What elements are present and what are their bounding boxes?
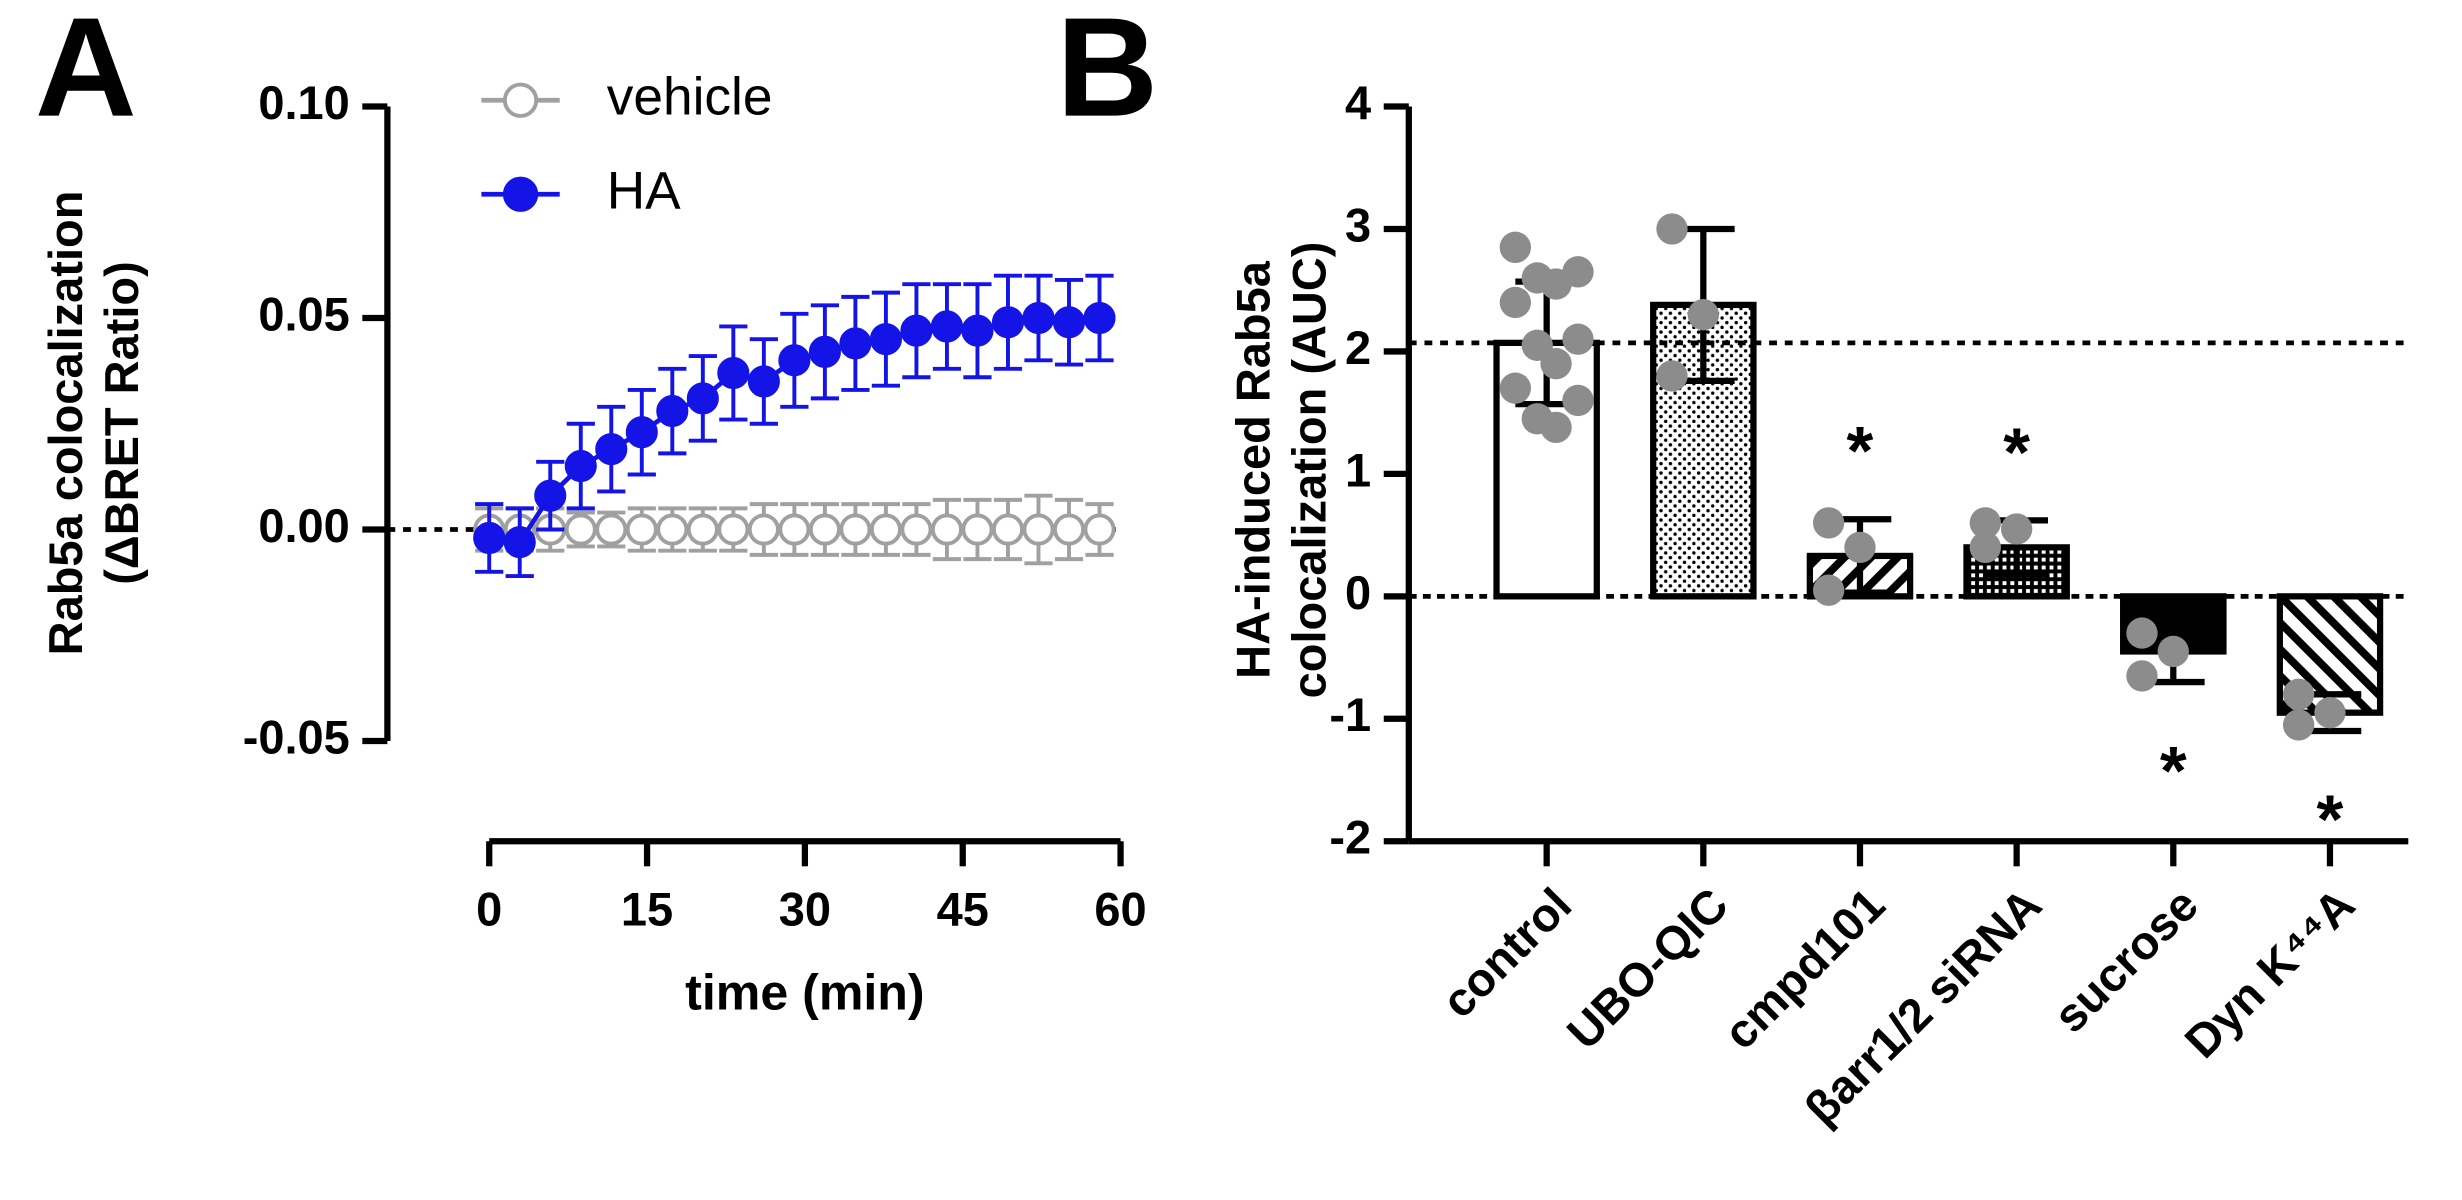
- marker: [1083, 301, 1116, 335]
- marker: [961, 513, 994, 546]
- marker: [656, 395, 689, 428]
- data-point: [2314, 697, 2346, 729]
- y-axis-label: (ΔBRET Ratio): [95, 261, 148, 584]
- y-axis-label: Rab5a colocalization: [39, 191, 92, 656]
- series: [473, 273, 1116, 578]
- marker: [534, 479, 567, 512]
- background: [3, 0, 2459, 1200]
- marker: [930, 310, 963, 343]
- significance-marker: *: [2003, 414, 2030, 491]
- y-tick-label: -0.05: [243, 710, 350, 763]
- marker: [869, 323, 902, 356]
- x-tick-label: 0: [476, 883, 502, 936]
- legend-label: vehicle: [607, 67, 773, 126]
- marker: [778, 344, 811, 377]
- marker: [503, 526, 536, 559]
- marker: [564, 513, 597, 546]
- marker: [595, 433, 628, 466]
- marker: [1022, 513, 1055, 546]
- marker: [1083, 513, 1116, 546]
- data-point: [1499, 286, 1531, 319]
- marker: [747, 513, 780, 546]
- data-point: [2126, 617, 2158, 649]
- y-axis-label: colocalization (AUC): [1283, 242, 1336, 699]
- marker: [717, 356, 750, 390]
- marker: [839, 327, 872, 360]
- x-tick-label: 45: [937, 883, 989, 936]
- data-point: [2282, 709, 2315, 741]
- y-tick-label: -1: [1329, 688, 1371, 741]
- y-tick-label: 0.00: [258, 499, 349, 552]
- legend-marker: [502, 82, 539, 118]
- marker: [1052, 306, 1086, 339]
- data-point: [2000, 513, 2033, 545]
- marker: [717, 513, 750, 546]
- data-point: [2126, 660, 2158, 692]
- marker: [595, 513, 628, 546]
- x-tick-label: 15: [621, 883, 673, 936]
- marker: [808, 335, 841, 368]
- data-point: [2282, 678, 2315, 710]
- marker: [839, 513, 872, 546]
- significance-marker: *: [2160, 732, 2187, 809]
- y-tick-label: 3: [1345, 198, 1371, 251]
- marker: [900, 314, 933, 347]
- marker: [778, 513, 811, 546]
- y-tick-label: 2: [1345, 321, 1371, 374]
- x-tick-label: 60: [1094, 883, 1146, 936]
- marker: [656, 513, 689, 546]
- data-point: [1499, 372, 1531, 404]
- data-point: [1656, 360, 1688, 392]
- data-point: [1540, 348, 1572, 380]
- panel-label: A: [35, 0, 137, 146]
- data-point: [1844, 531, 1876, 564]
- y-axis-label: HA-induced Rab5a: [1226, 260, 1279, 679]
- data-point: [1656, 213, 1688, 245]
- marker: [686, 513, 719, 546]
- marker: [473, 521, 506, 555]
- data-point: [1562, 323, 1594, 355]
- marker: [808, 513, 841, 546]
- data-point: [1540, 268, 1572, 300]
- data-point: [1969, 507, 2001, 539]
- y-tick-label: 4: [1345, 76, 1371, 129]
- y-tick-label: 1: [1345, 443, 1371, 496]
- data-point: [1687, 299, 1719, 331]
- marker: [625, 513, 658, 546]
- marker: [869, 513, 902, 546]
- x-tick-label: 30: [779, 883, 831, 936]
- marker: [1022, 301, 1055, 335]
- data-point: [1812, 574, 1845, 606]
- legend-label: HA: [607, 161, 681, 220]
- data-point: [1969, 531, 2001, 564]
- marker: [961, 314, 994, 347]
- marker: [900, 513, 933, 546]
- data-point: [2157, 635, 2189, 668]
- legend-marker: [502, 176, 539, 212]
- significance-marker: *: [1847, 413, 1874, 490]
- marker: [930, 513, 963, 546]
- data-point: [1812, 507, 1845, 539]
- y-tick-label: -2: [1329, 811, 1371, 864]
- data-point: [1499, 231, 1531, 264]
- y-tick-label: 0.05: [258, 287, 349, 340]
- x-axis-label: time (min): [685, 965, 925, 1021]
- y-tick-label: 0.10: [258, 76, 349, 129]
- panel-label: B: [1056, 0, 1158, 146]
- marker: [747, 365, 780, 398]
- marker: [686, 382, 719, 415]
- marker: [991, 306, 1025, 339]
- marker: [1052, 513, 1086, 546]
- marker: [564, 450, 597, 483]
- marker: [625, 416, 658, 449]
- y-tick-label: 0: [1345, 566, 1371, 619]
- data-point: [1540, 411, 1572, 444]
- data-point: [1562, 384, 1594, 417]
- marker: [991, 513, 1025, 546]
